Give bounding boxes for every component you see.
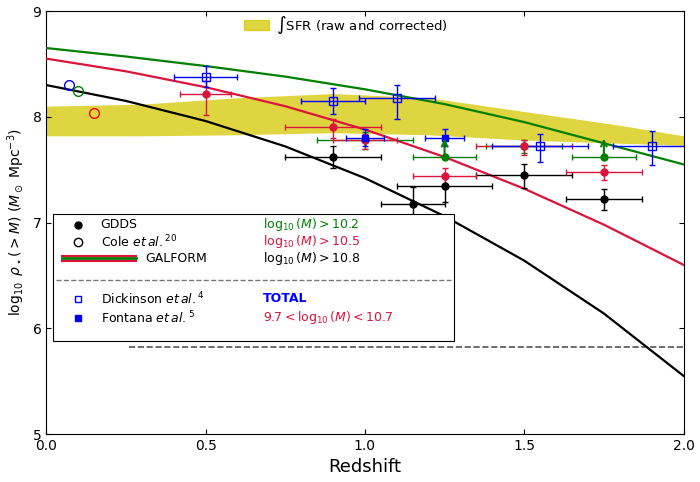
Text: $\log_{10}(M) > 10.8$: $\log_{10}(M) > 10.8$	[263, 250, 360, 267]
Text: GDDS: GDDS	[101, 218, 137, 231]
Text: $9.7 < \log_{10}(M) < 10.7$: $9.7 < \log_{10}(M) < 10.7$	[263, 309, 393, 326]
Text: Cole $\it{et\,al.}^{20}$: Cole $\it{et\,al.}^{20}$	[101, 233, 177, 250]
X-axis label: Redshift: Redshift	[328, 458, 401, 476]
Y-axis label: $\log_{10}\ \rho_\star(>M)\ (M_\odot\ \mathrm{Mpc}^{-3})$: $\log_{10}\ \rho_\star(>M)\ (M_\odot\ \m…	[6, 129, 27, 317]
Text: $\log_{10}(M) > 10.2$: $\log_{10}(M) > 10.2$	[263, 216, 359, 233]
FancyBboxPatch shape	[52, 214, 454, 341]
Text: GALFORM: GALFORM	[145, 252, 207, 265]
Text: $\int$SFR (raw and corrected): $\int$SFR (raw and corrected)	[276, 14, 447, 36]
Polygon shape	[244, 19, 270, 30]
Text: $\log_{10}(M) > 10.5$: $\log_{10}(M) > 10.5$	[263, 233, 360, 250]
Text: Fontana $\it{et\,al.}^{5}$: Fontana $\it{et\,al.}^{5}$	[101, 309, 195, 326]
Text: TOTAL: TOTAL	[263, 292, 307, 305]
Text: Dickinson $\it{et\,al.}^{4}$: Dickinson $\it{et\,al.}^{4}$	[101, 290, 204, 307]
